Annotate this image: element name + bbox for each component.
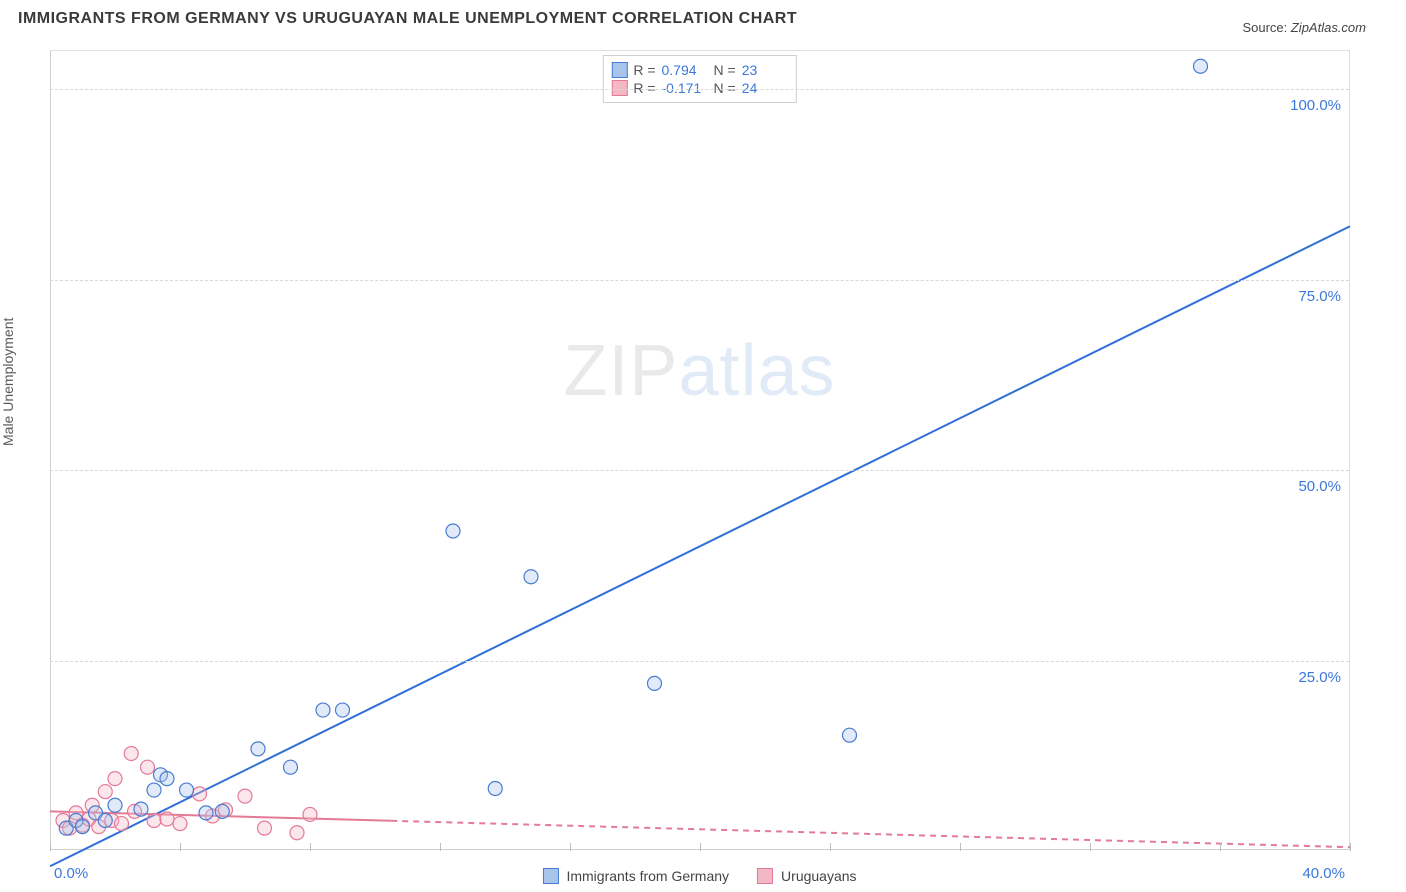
series-legend: Immigrants from Germany Uruguayans xyxy=(542,868,856,884)
legend-n-label: N = xyxy=(714,62,736,78)
legend-r-value: -0.171 xyxy=(662,80,708,96)
data-point xyxy=(258,821,272,835)
y-tick-label: 25.0% xyxy=(1298,669,1341,686)
data-point xyxy=(108,772,122,786)
legend-swatch xyxy=(757,868,773,884)
series-legend-label: Immigrants from Germany xyxy=(566,868,729,884)
data-point xyxy=(215,804,229,818)
data-point xyxy=(648,676,662,690)
x-tick xyxy=(50,843,51,851)
data-point xyxy=(524,570,538,584)
data-point xyxy=(446,524,460,538)
data-point xyxy=(98,814,112,828)
source-value: ZipAtlas.com xyxy=(1291,20,1366,35)
x-tick xyxy=(310,843,311,851)
data-point xyxy=(108,798,122,812)
data-point xyxy=(141,760,155,774)
data-point xyxy=(284,760,298,774)
y-tick-label: 100.0% xyxy=(1290,97,1341,114)
correlation-legend: R = 0.794 N = 23 R = -0.171 N = 24 xyxy=(602,55,796,103)
data-point xyxy=(76,820,90,834)
legend-n-label: N = xyxy=(714,80,736,96)
legend-swatch xyxy=(611,80,627,96)
x-tick xyxy=(1090,843,1091,851)
trend-line xyxy=(391,821,1350,847)
source-attribution: Source: ZipAtlas.com xyxy=(1242,20,1366,35)
data-point xyxy=(147,783,161,797)
plot-svg xyxy=(50,51,1349,850)
legend-n-value: 23 xyxy=(742,62,788,78)
legend-row: R = -0.171 N = 24 xyxy=(611,80,787,96)
plot-area: ZIPatlas R =0.794N =23R =-0.171N =24 Imm… xyxy=(50,50,1350,850)
legend-r-label: R = xyxy=(633,80,655,96)
gridline xyxy=(50,89,1349,90)
y-tick-label: 50.0% xyxy=(1298,478,1341,495)
legend-row: R = 0.794 N = 23 xyxy=(611,62,787,78)
x-tick xyxy=(1220,843,1221,851)
gridline xyxy=(50,280,1349,281)
gridline xyxy=(50,661,1349,662)
source-label: Source: xyxy=(1242,20,1290,35)
data-point xyxy=(134,802,148,816)
x-tick-label: 0.0% xyxy=(54,865,88,882)
data-point xyxy=(98,785,112,799)
data-point xyxy=(160,772,174,786)
data-point xyxy=(199,806,213,820)
data-point xyxy=(180,783,194,797)
x-tick xyxy=(180,843,181,851)
data-point xyxy=(173,817,187,831)
data-point xyxy=(1194,59,1208,73)
x-tick xyxy=(1350,843,1351,851)
data-point xyxy=(193,787,207,801)
trend-line xyxy=(50,226,1350,866)
data-point xyxy=(124,746,138,760)
data-point xyxy=(290,826,304,840)
x-tick-label: 40.0% xyxy=(1302,865,1345,882)
data-point xyxy=(147,814,161,828)
x-tick xyxy=(570,843,571,851)
legend-r-value: 0.794 xyxy=(662,62,708,78)
x-tick xyxy=(960,843,961,851)
legend-swatch xyxy=(542,868,558,884)
legend-r-label: R = xyxy=(633,62,655,78)
data-point xyxy=(488,782,502,796)
series-legend-item: Immigrants from Germany xyxy=(542,868,729,884)
chart-container: IMMIGRANTS FROM GERMANY VS URUGUAYAN MAL… xyxy=(0,0,1406,892)
y-tick-label: 75.0% xyxy=(1298,288,1341,305)
data-point xyxy=(160,812,174,826)
x-tick xyxy=(700,843,701,851)
chart-title: IMMIGRANTS FROM GERMANY VS URUGUAYAN MAL… xyxy=(18,10,797,28)
y-axis-label: Male Unemployment xyxy=(0,318,16,446)
data-point xyxy=(251,742,265,756)
legend-n-value: 24 xyxy=(742,80,788,96)
series-legend-label: Uruguayans xyxy=(781,868,857,884)
legend-swatch xyxy=(611,62,627,78)
data-point xyxy=(303,807,317,821)
gridline xyxy=(50,470,1349,471)
data-point xyxy=(238,789,252,803)
x-tick xyxy=(440,843,441,851)
data-point xyxy=(115,817,129,831)
series-legend-item: Uruguayans xyxy=(757,868,857,884)
x-tick xyxy=(830,843,831,851)
data-point xyxy=(843,728,857,742)
data-point xyxy=(336,703,350,717)
data-point xyxy=(316,703,330,717)
